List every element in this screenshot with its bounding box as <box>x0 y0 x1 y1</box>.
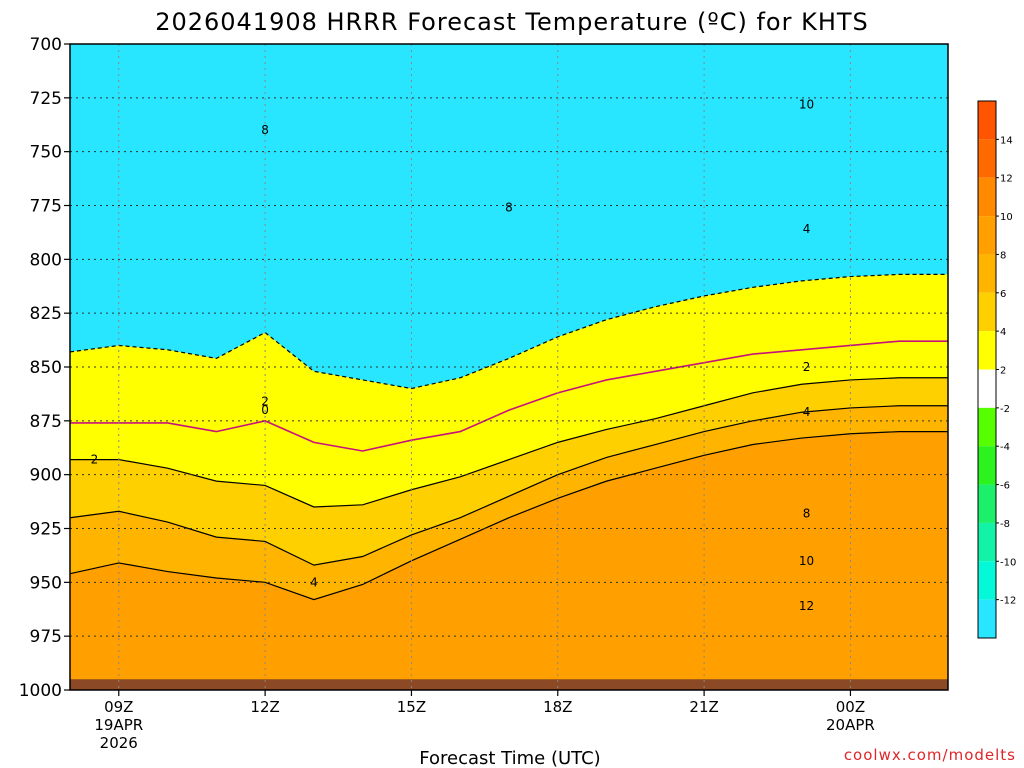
contour-label: 8 <box>261 123 269 137</box>
contour-label: 4 <box>803 405 811 419</box>
colorbar-segment <box>978 216 996 255</box>
colorbar-label: -12 <box>1000 596 1016 607</box>
y-tick-label: 825 <box>30 304 62 324</box>
isotherm-line <box>70 377 948 508</box>
colorbar-label: 2 <box>1000 366 1006 377</box>
credit-text: coolwx.com/modelts <box>844 746 1016 764</box>
contour-label: 2 <box>91 453 99 467</box>
x-tick-label: 15Z <box>397 698 426 716</box>
isotherm-line <box>69 431 948 601</box>
colorbar-label: -10 <box>1000 557 1016 568</box>
colorbar-segment <box>978 369 996 408</box>
x-tick-label: 21Z <box>689 698 718 716</box>
x-tick-label: 2026 <box>100 734 138 752</box>
colorbar-segment <box>978 254 996 293</box>
colorbar-label: 10 <box>1000 212 1013 223</box>
contour-label: 8 <box>803 506 811 520</box>
y-tick-label: 900 <box>30 466 62 486</box>
x-tick-label: 18Z <box>543 698 572 716</box>
y-tick-label: 750 <box>30 143 62 163</box>
x-tick-label: 20APR <box>826 716 875 734</box>
colorbar-label: -2 <box>1000 404 1010 415</box>
contour-label: 8 <box>505 201 513 215</box>
colorbar-segment <box>978 522 996 562</box>
x-tick-label: 00Z <box>836 698 865 716</box>
x-tick-label: 12Z <box>250 698 279 716</box>
contour-label: 12 <box>799 599 814 613</box>
isotherm-line <box>69 273 948 390</box>
colorbar-label: 8 <box>1000 250 1006 261</box>
colorbar-label: -6 <box>1000 481 1010 492</box>
x-tick-label: 09Z <box>104 698 133 716</box>
band-fill <box>70 431 948 690</box>
colorbar-segment <box>978 446 996 485</box>
colorbar-label: -4 <box>1000 442 1010 453</box>
y-tick-label: 725 <box>30 89 62 109</box>
y-tick-label: 875 <box>30 412 62 432</box>
y-tick-label: 850 <box>30 358 62 378</box>
isotherm-line <box>69 405 948 566</box>
colorbar-segment <box>978 484 996 523</box>
colorbar-segment <box>978 331 996 370</box>
x-axis-label: Forecast Time (UTC) <box>419 748 600 768</box>
colorbar-label: 4 <box>1000 327 1006 338</box>
y-axis: 700 725 750 775 800 825 850 875 900 925 950 975 1000 <box>19 35 70 701</box>
colorbar-label: 6 <box>1000 289 1006 300</box>
colorbar-segment <box>978 139 996 178</box>
y-tick-label: 975 <box>30 627 62 647</box>
contour-label: 2 <box>261 394 269 408</box>
contour-label: 10 <box>799 554 814 568</box>
contour-label: 4 <box>803 222 811 236</box>
colorbar-label: 12 <box>1000 174 1013 185</box>
colorbar-segment <box>978 101 996 140</box>
y-tick-label: 700 <box>30 35 62 55</box>
ground-strip <box>70 679 948 690</box>
colorbar-segment <box>978 599 996 638</box>
isotherm-line <box>70 340 948 452</box>
y-tick-label: 950 <box>30 573 62 593</box>
colorbar-segment <box>978 177 996 217</box>
x-tick-label: 19APR <box>94 716 143 734</box>
y-tick-label: 775 <box>30 197 62 217</box>
colorbar-segment <box>978 292 996 332</box>
colorbar-segment <box>978 407 996 447</box>
contour-label: 2 <box>803 360 811 374</box>
colorbar-segment <box>978 561 996 600</box>
chart-title: 2026041908 HRRR Forecast Temperature (ºC… <box>155 8 869 36</box>
colorbar: 14 12 10 8 6 4 2 -2 -4 -6 -8 -10 -12 <box>977 100 1016 639</box>
colorbar-label: -8 <box>1000 519 1010 530</box>
y-tick-label: 1000 <box>19 681 62 701</box>
colorbar-label: 14 <box>1000 135 1013 146</box>
contour-label: 0 <box>261 403 269 417</box>
y-tick-label: 925 <box>30 520 62 540</box>
contour-label: 4 <box>310 575 318 589</box>
contour-label: 10 <box>799 97 814 111</box>
y-tick-label: 800 <box>30 250 62 270</box>
